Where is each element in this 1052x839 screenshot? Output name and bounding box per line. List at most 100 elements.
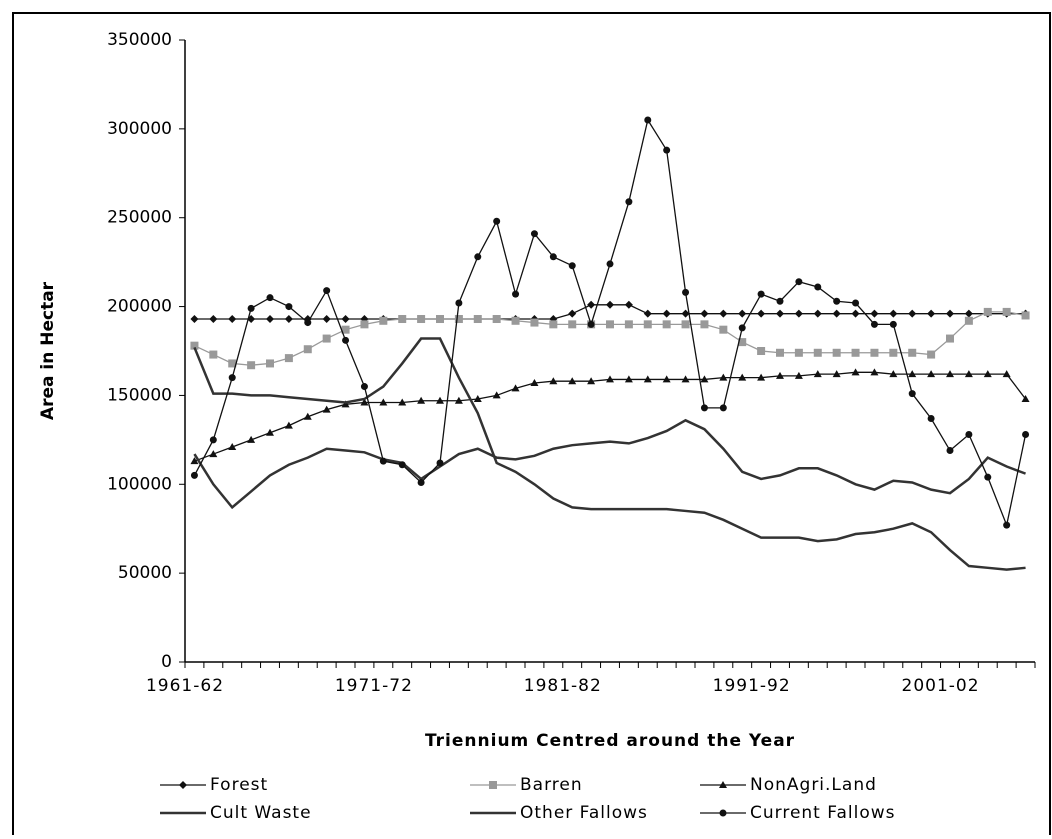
data-point — [776, 371, 784, 379]
y-tick-label: 0 — [161, 652, 172, 672]
data-point — [342, 336, 350, 344]
data-point — [398, 461, 406, 469]
data-point — [643, 309, 652, 318]
data-point — [1021, 311, 1030, 320]
data-point — [719, 325, 728, 334]
data-point — [190, 315, 199, 324]
data-point — [530, 230, 538, 238]
data-point — [436, 315, 444, 324]
data-point — [322, 334, 331, 343]
data-point — [493, 217, 501, 225]
data-point — [983, 370, 992, 378]
data-point — [851, 348, 860, 357]
data-point — [209, 350, 218, 359]
data-point — [738, 309, 747, 318]
data-point — [908, 390, 916, 398]
data-point — [644, 116, 652, 124]
data-point — [624, 300, 633, 309]
data-point — [794, 371, 803, 379]
data-point — [964, 370, 973, 378]
data-point — [889, 370, 898, 378]
y-tick-label: 200000 — [107, 297, 172, 317]
data-point — [833, 297, 841, 305]
data-point — [738, 324, 746, 332]
data-point — [757, 309, 766, 318]
data-point — [870, 320, 878, 328]
data-point — [398, 398, 407, 406]
data-point — [681, 375, 690, 383]
data-point — [266, 294, 274, 302]
x-tick-label: 1961-62 — [146, 676, 224, 696]
data-point — [738, 338, 747, 347]
data-point — [360, 383, 368, 391]
data-point — [946, 334, 954, 343]
data-point — [436, 459, 444, 467]
data-point — [209, 450, 218, 458]
data-point — [700, 404, 708, 412]
data-point — [190, 457, 199, 465]
data-point — [1022, 431, 1030, 439]
data-point — [794, 348, 803, 357]
data-point — [398, 315, 407, 324]
data-point — [568, 320, 577, 329]
data-point — [190, 471, 198, 479]
data-point — [832, 370, 841, 378]
data-point — [303, 412, 312, 420]
data-point — [1021, 394, 1030, 402]
data-point — [1003, 521, 1011, 529]
data-point — [322, 405, 331, 413]
data-point — [964, 316, 973, 325]
data-point — [794, 309, 803, 318]
data-point — [209, 436, 217, 444]
data-point — [304, 319, 312, 327]
legend-marker — [489, 781, 497, 789]
data-point — [473, 394, 482, 402]
legend-marker — [179, 781, 187, 789]
x-axis-title: Triennium Centred around the Year — [425, 731, 795, 751]
x-tick-label: 2001-02 — [902, 676, 980, 696]
data-point — [983, 307, 992, 316]
data-point — [908, 370, 917, 378]
data-point — [662, 309, 671, 318]
data-point — [606, 320, 614, 329]
data-point — [530, 318, 539, 327]
data-point — [285, 303, 293, 311]
data-point — [454, 315, 463, 324]
data-point — [323, 287, 331, 295]
data-point — [889, 348, 898, 357]
data-point — [549, 320, 558, 329]
data-point — [682, 288, 690, 296]
data-point — [965, 431, 973, 439]
data-point — [870, 348, 879, 357]
data-point — [757, 347, 766, 355]
data-point — [417, 479, 425, 487]
data-point — [851, 368, 860, 376]
data-point — [228, 374, 236, 382]
data-point — [473, 315, 482, 324]
data-point — [606, 260, 614, 268]
y-tick-label: 300000 — [107, 119, 172, 139]
data-point — [341, 400, 350, 408]
data-point — [284, 354, 293, 363]
data-point — [228, 359, 237, 368]
series-line — [193, 337, 1026, 571]
data-point — [984, 473, 992, 481]
data-point — [852, 299, 860, 307]
data-point — [247, 361, 256, 370]
data-point — [284, 315, 293, 324]
data-point — [511, 384, 520, 392]
data-point — [814, 283, 822, 291]
data-point — [266, 428, 274, 436]
data-point — [776, 348, 784, 357]
data-point — [587, 320, 595, 328]
data-point — [927, 415, 935, 423]
data-point — [341, 315, 350, 324]
data-point — [1002, 307, 1011, 316]
data-point — [908, 348, 917, 357]
data-point — [757, 290, 765, 298]
data-point — [813, 309, 822, 318]
data-point — [946, 447, 954, 455]
data-point — [530, 378, 539, 386]
legend-label: Other Fallows — [520, 803, 648, 823]
